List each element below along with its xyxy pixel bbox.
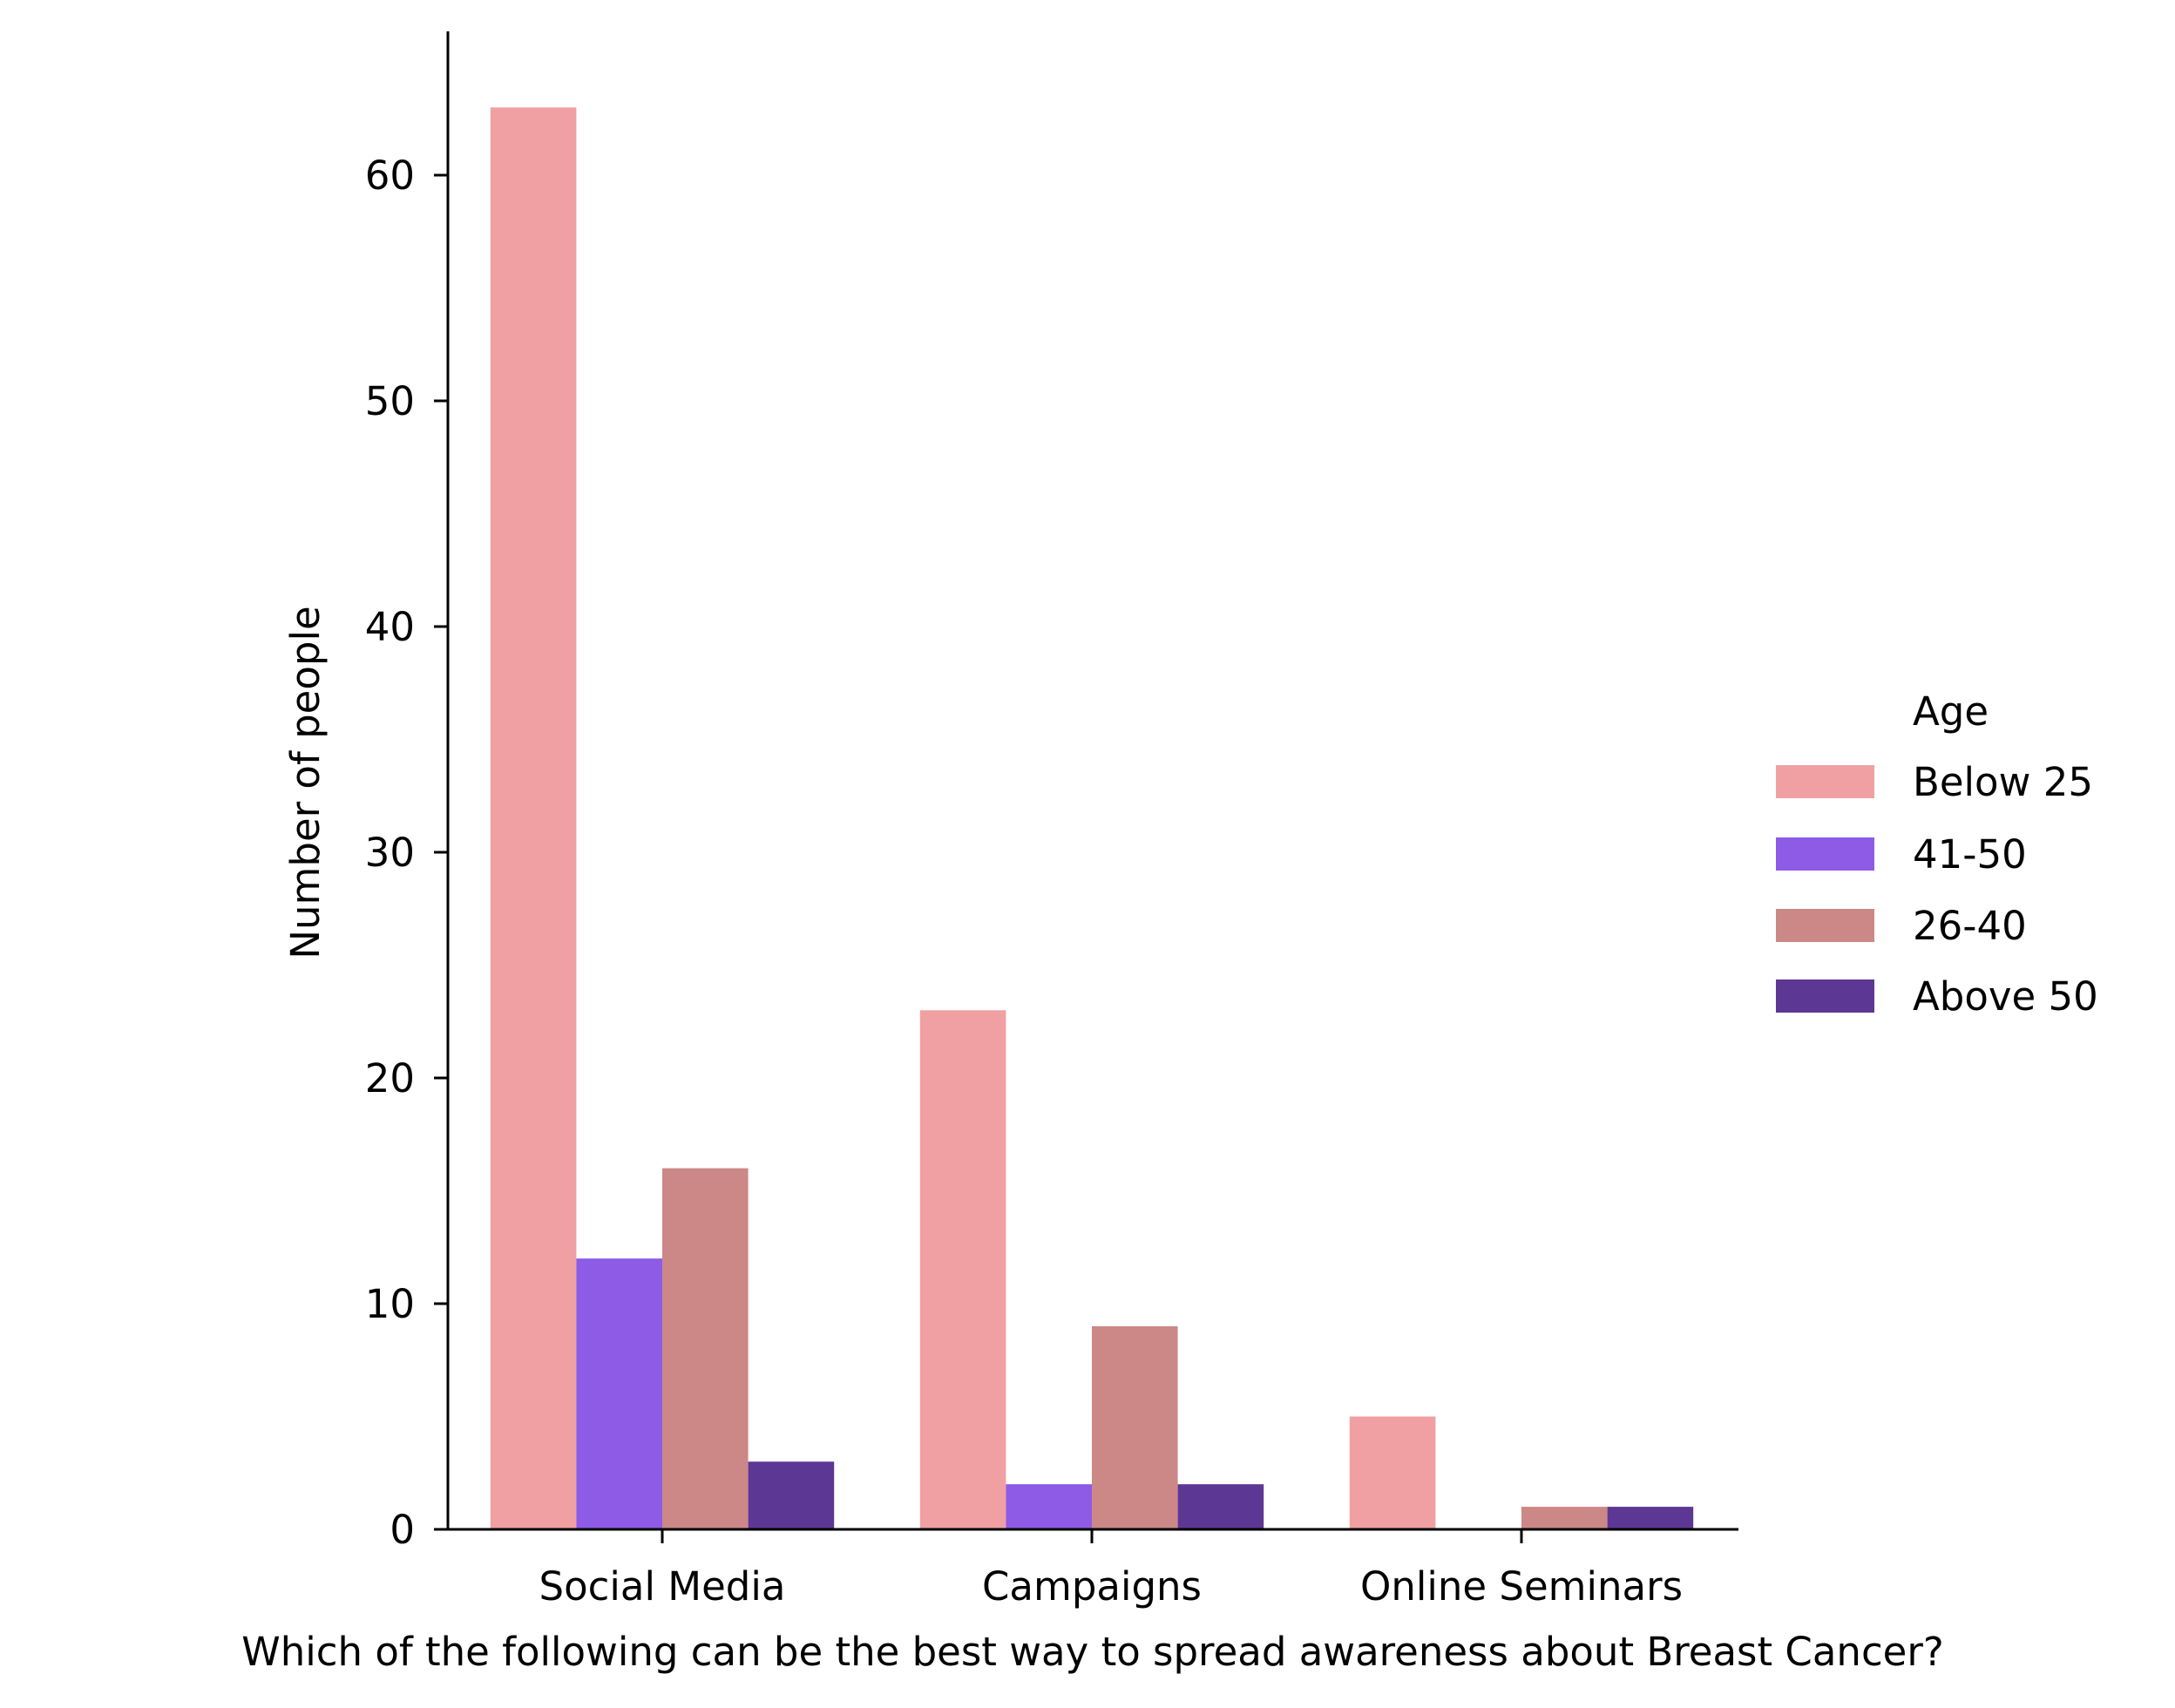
legend-label: 41-50: [1913, 831, 2027, 878]
legend: Age Below 25 41-50 26-40 Above 50: [1776, 688, 2098, 1020]
bars-layer: [490, 107, 1694, 1529]
x-axis-label: Which of the following can be the best w…: [241, 1629, 1944, 1675]
y-tick-label: 20: [365, 1055, 415, 1101]
y-tick-label: 60: [365, 152, 415, 199]
legend-label: Below 25: [1913, 759, 2093, 805]
x-tick-label: Online Seminars: [1360, 1563, 1683, 1610]
x-tick-label: Campaigns: [982, 1563, 1202, 1610]
legend-swatch: [1776, 837, 1874, 871]
x-ticks: Social Media Campaigns Online Seminars: [539, 1529, 1683, 1610]
legend-swatch: [1776, 909, 1874, 942]
legend-swatch: [1776, 979, 1874, 1013]
bar: [662, 1168, 749, 1529]
bar: [1177, 1484, 1264, 1529]
bar: [576, 1258, 662, 1529]
bar: [748, 1461, 835, 1529]
y-tick-label: 50: [365, 378, 415, 424]
bar: [1006, 1484, 1092, 1529]
y-ticks: 0 10 20 30 40 50 60: [365, 152, 448, 1553]
y-tick-label: 0: [390, 1507, 415, 1553]
legend-label: Above 50: [1913, 973, 2098, 1020]
bar: [1607, 1507, 1694, 1529]
y-tick-label: 30: [365, 830, 415, 876]
bar: [1521, 1507, 1608, 1529]
bar: [490, 107, 577, 1529]
legend-label: 26-40: [1913, 903, 2027, 949]
legend-title: Age: [1913, 688, 1989, 735]
y-tick-label: 40: [365, 604, 415, 650]
legend-swatch: [1776, 765, 1874, 798]
bar: [1092, 1325, 1178, 1529]
bar: [919, 1010, 1006, 1529]
y-tick-label: 10: [365, 1281, 415, 1327]
y-axis-label: Number of people: [282, 606, 329, 959]
bar: [1349, 1416, 1436, 1529]
x-tick-label: Social Media: [539, 1563, 786, 1610]
